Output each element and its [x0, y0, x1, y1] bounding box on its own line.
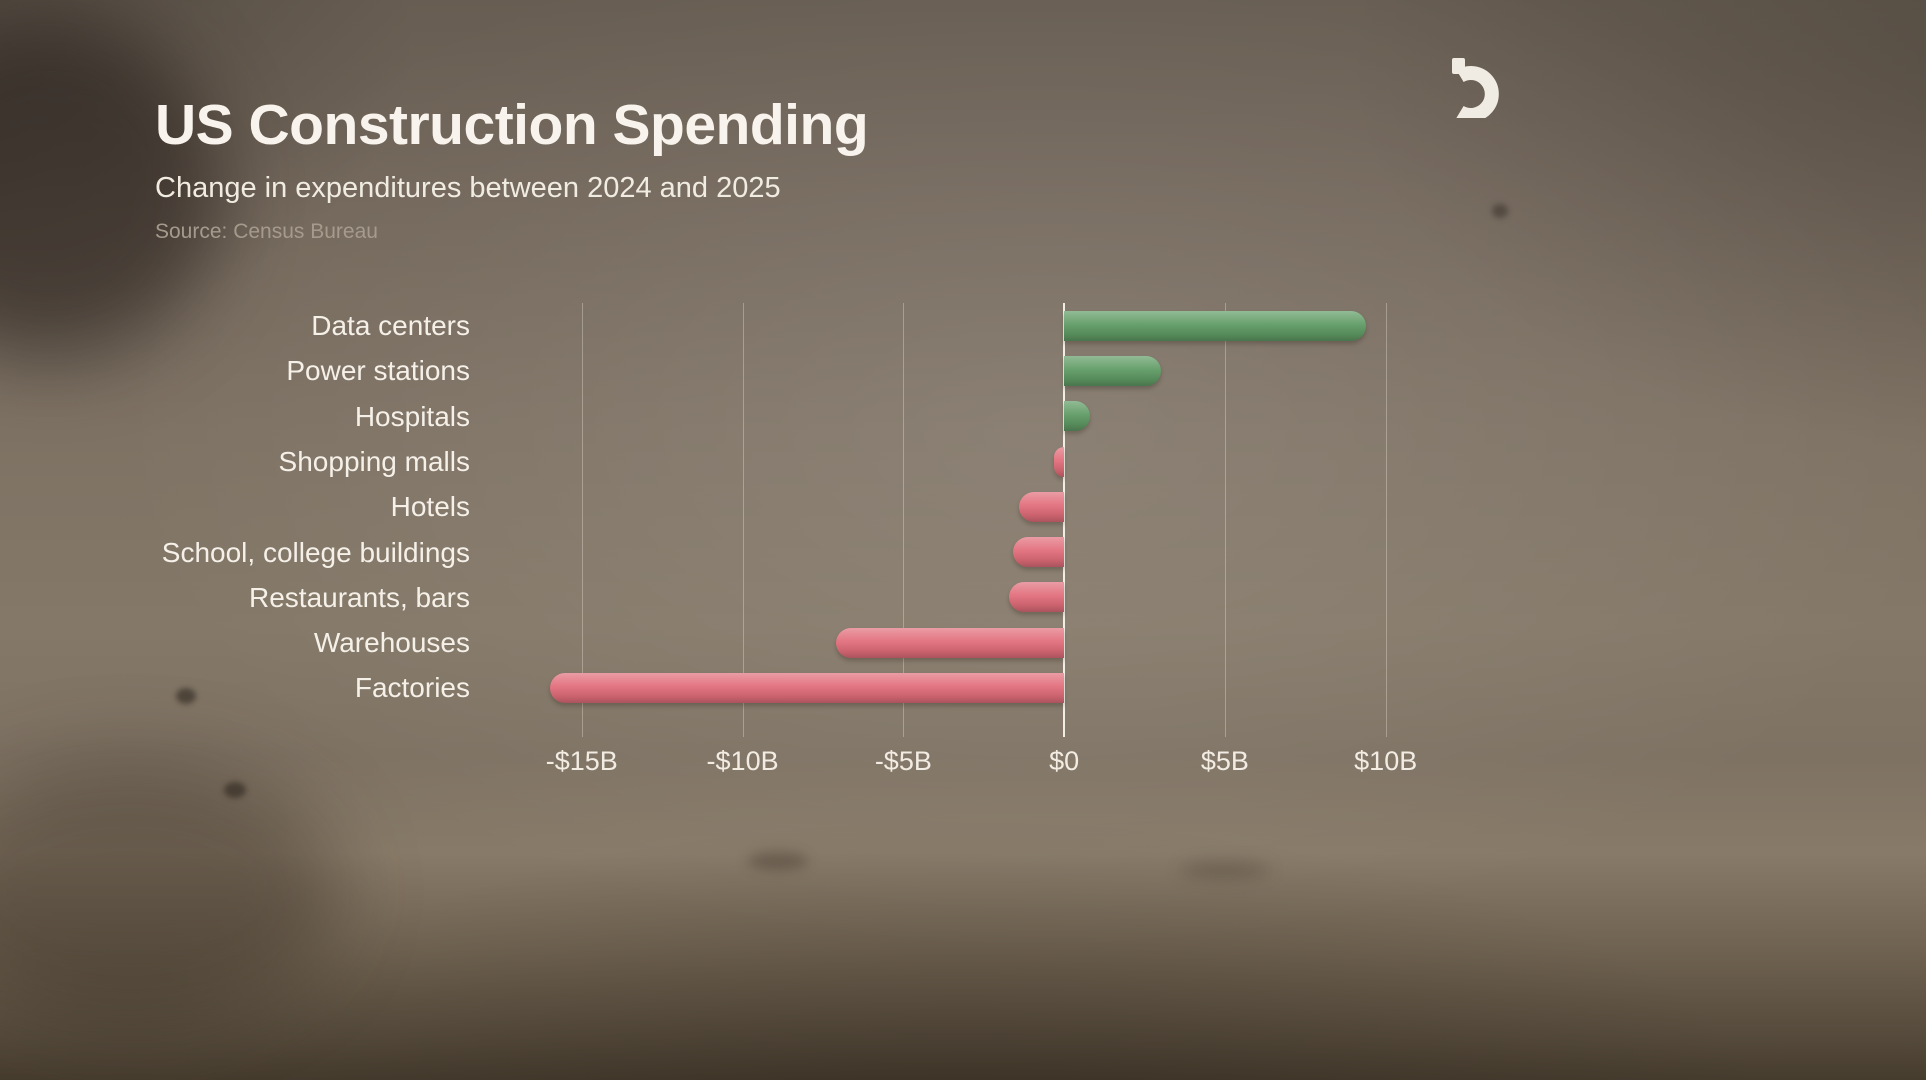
- x-tick-label: -$5B: [874, 746, 932, 776]
- category-label: Power stations: [286, 355, 470, 387]
- background-speck: [748, 852, 808, 870]
- bar-hospitals: [1064, 401, 1090, 432]
- bar-power-stations: [1064, 355, 1161, 386]
- zero-gridline: [1063, 303, 1066, 737]
- gridline: [1385, 303, 1387, 737]
- bar-warehouses: [835, 627, 1065, 658]
- x-tick-label: $10B: [1354, 746, 1418, 776]
- category-label: Warehouses: [313, 627, 470, 659]
- bar-shopping-malls: [1054, 446, 1065, 477]
- background-speck: [224, 782, 246, 798]
- x-tick-label: $5B: [1200, 746, 1249, 776]
- category-label: Restaurants, bars: [249, 581, 470, 613]
- background-speck: [176, 688, 196, 704]
- bar-factories: [549, 673, 1065, 704]
- gridline: [903, 303, 905, 737]
- category-label: Hospitals: [354, 400, 470, 432]
- broadcaster-logo-icon: [1448, 58, 1502, 122]
- gridline: [1224, 303, 1226, 737]
- plot-area: -$15B -$10B -$5B $0 $5B $10B: [540, 303, 1450, 776]
- gridline: [742, 303, 744, 737]
- category-label: Hotels: [390, 491, 470, 523]
- background-speck: [1180, 862, 1270, 878]
- category-label: Factories: [354, 672, 470, 704]
- chart-header: US Construction Spending Change in expen…: [155, 93, 869, 244]
- bar-school-college-buildings: [1012, 537, 1065, 568]
- bar-data-centers: [1064, 310, 1367, 341]
- x-tick-label: -$10B: [706, 746, 779, 776]
- chart-subtitle: Change in expenditures between 2024 and …: [155, 171, 781, 204]
- chart-title: US Construction Spending: [155, 93, 869, 157]
- category-label: Shopping malls: [278, 445, 470, 477]
- bar-hotels: [1019, 491, 1065, 522]
- background-speck: [1492, 204, 1508, 218]
- bar-restaurants-bars: [1009, 582, 1065, 613]
- category-label: Data centers: [311, 310, 470, 341]
- chart-source: Source: Census Bureau: [155, 219, 378, 243]
- category-label: School, college buildings: [161, 536, 470, 568]
- gridline: [581, 303, 583, 737]
- x-tick-label: $0: [1049, 746, 1080, 776]
- x-tick-label: -$15B: [545, 746, 618, 776]
